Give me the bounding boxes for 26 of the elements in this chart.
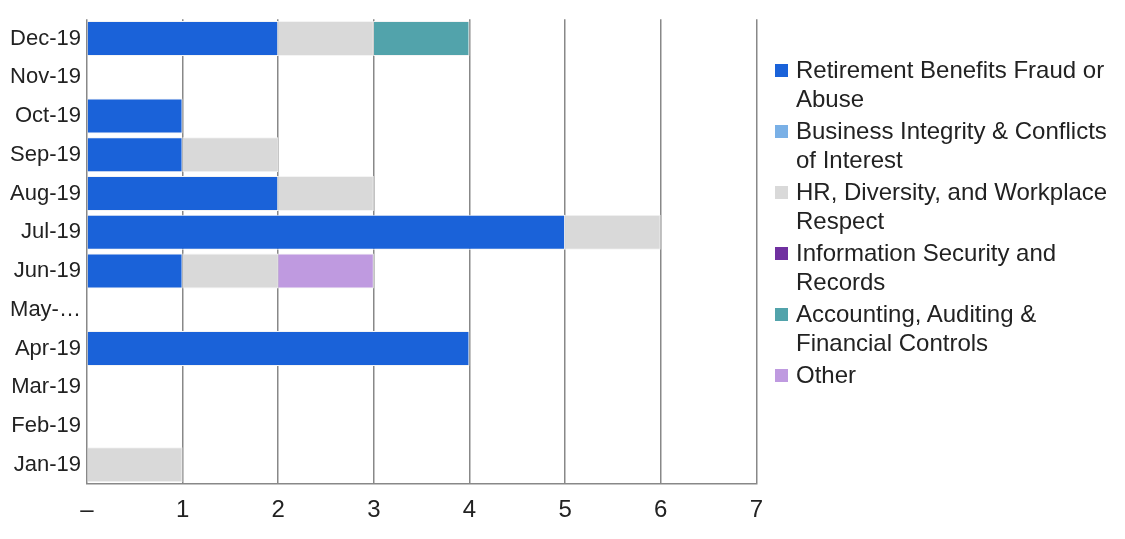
x-tick-label: – [80, 495, 95, 523]
x-tick-label: 7 [749, 495, 764, 523]
x-tick-label: 4 [462, 495, 477, 523]
y-tick-label: Apr-19 [14, 334, 81, 360]
x-tick-label: 2 [271, 495, 285, 523]
y-tick-label: Jun-19 [13, 257, 81, 283]
y-tick-label: Oct-19 [14, 102, 81, 128]
y-tick-label: Feb-19 [11, 412, 81, 438]
x-tick-label: 3 [367, 495, 381, 523]
y-tick-label: Mar-19 [11, 373, 81, 399]
y-tick-label: Sep-19 [9, 140, 81, 166]
legend-label: Other [796, 360, 857, 389]
legend-label: Business Integrity & Conflicts of Interest [796, 116, 1108, 174]
x-tick-label: 1 [175, 495, 190, 523]
y-tick-label: Dec-19 [10, 24, 81, 50]
y-tick-label: Jul-19 [21, 218, 81, 244]
legend-label: Information Security and Records [796, 238, 1058, 296]
y-tick-label: Jan-19 [13, 450, 81, 476]
x-tick-label: 5 [558, 495, 572, 523]
legend-label: Retirement Benefits Fraud or Abuse [796, 55, 1106, 113]
y-tick-label: Nov-19 [10, 63, 81, 89]
legend-label: HR, Diversity, and Workplace Respect [796, 177, 1109, 235]
y-tick-label: Aug-19 [9, 179, 81, 205]
legend-label: Accounting, Auditing & Financial Controls [796, 299, 1038, 357]
y-tick-label: May-… [10, 295, 81, 321]
x-tick-label: 6 [654, 495, 668, 523]
